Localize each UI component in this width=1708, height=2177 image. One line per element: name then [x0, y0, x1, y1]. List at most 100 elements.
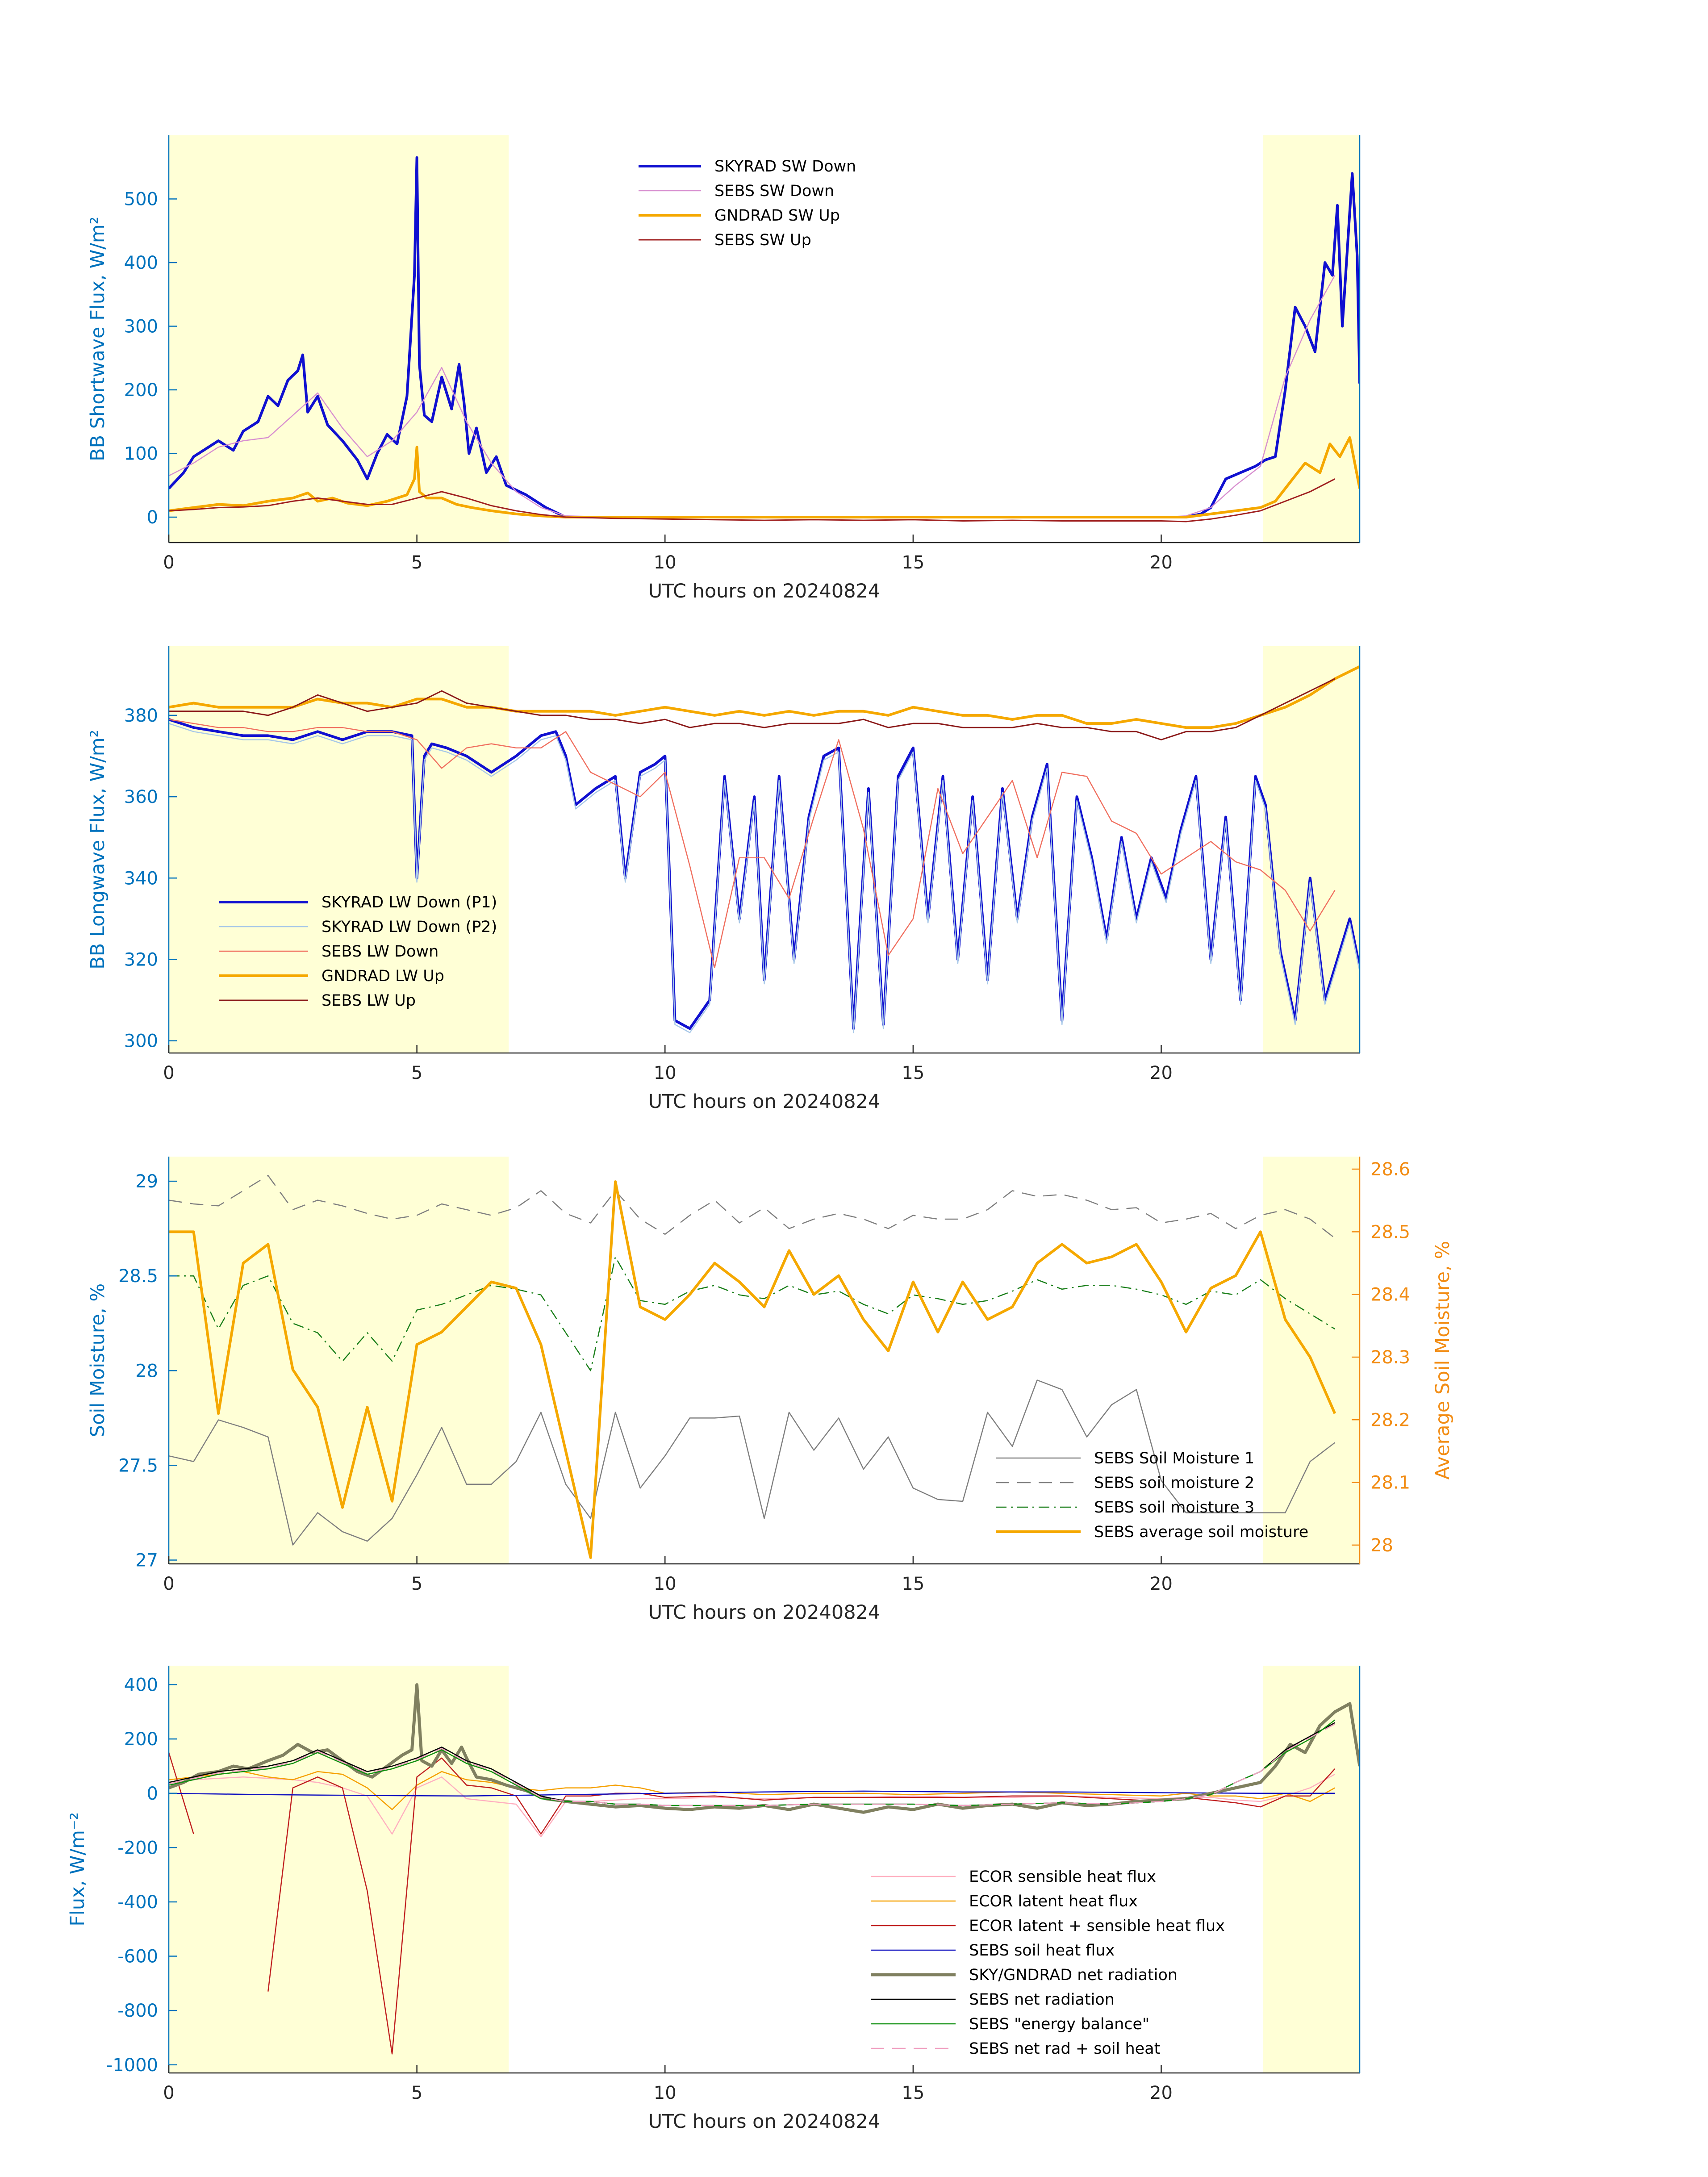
x-tick-label: 0 — [163, 1063, 174, 1083]
legend-entry: GNDRAD SW Up — [714, 207, 840, 225]
x-tick-label: 10 — [654, 1574, 677, 1594]
y-tick-label: -1000 — [106, 2055, 158, 2076]
legend-entry: SEBS LW Up — [322, 992, 416, 1010]
x-axis-label: UTC hours on 20240824 — [648, 580, 881, 602]
legend-entry: ECOR sensible heat flux — [969, 1868, 1156, 1886]
x-tick-label: 20 — [1150, 2083, 1173, 2103]
y-tick-label: 500 — [124, 189, 158, 210]
x-tick-label: 5 — [411, 1063, 422, 1083]
y-tick-label: 400 — [124, 253, 158, 273]
x-tick-label: 5 — [411, 2083, 422, 2103]
x-tick-label: 10 — [654, 1063, 677, 1083]
x-tick-label: 0 — [163, 1574, 174, 1594]
x-tick-label: 5 — [411, 1574, 422, 1594]
y-tick-label: 0 — [147, 507, 158, 528]
series-group — [169, 156, 1360, 522]
y-tick-label: -400 — [117, 1892, 158, 1913]
y-axis-label: Flux, W/m⁻² — [67, 1812, 89, 1926]
y-tick-label: 0 — [147, 1784, 158, 1804]
y-right-tick-label: 28.2 — [1370, 1410, 1410, 1430]
y-tick-label: -200 — [117, 1838, 158, 1858]
y-tick-label: 100 — [124, 444, 158, 464]
x-tick-label: 15 — [902, 1063, 924, 1083]
y-right-tick-label: 28.1 — [1370, 1473, 1410, 1493]
series-group — [169, 1683, 1360, 2055]
y-tick-label: 27.5 — [118, 1455, 158, 1476]
y-tick-label: 27 — [135, 1550, 158, 1571]
night-shading-band — [1263, 1666, 1360, 2073]
series-group — [169, 1175, 1336, 1559]
y-tick-label: 200 — [124, 380, 158, 401]
y-tick-label: -800 — [117, 2001, 158, 2021]
x-axis-label: UTC hours on 20240824 — [648, 2110, 881, 2133]
x-tick-label: 0 — [163, 2083, 174, 2103]
chart-panel-3: 0 5 10 15 20 27 27.5 28 28.5 29 28 28.1 28.2 28.3 28.4… — [87, 1157, 1454, 1624]
legend: SKYRAD LW Down (P1) SKYRAD LW Down (P2) SE… — [219, 894, 497, 1010]
legend-entry: SEBS soil moisture 2 — [1094, 1474, 1254, 1492]
night-shading-band — [169, 135, 509, 543]
y-tick-label: 300 — [124, 1031, 158, 1052]
x-tick-label: 0 — [163, 552, 174, 573]
series-line-4 — [169, 478, 1336, 522]
y-axis-label: BB Longwave Flux, W/m² — [87, 730, 109, 969]
x-tick-label: 10 — [654, 2083, 677, 2103]
legend-entry: SEBS LW Down — [322, 943, 438, 961]
x-tick-label: 20 — [1150, 552, 1173, 573]
legend-entry: ECOR latent heat flux — [969, 1893, 1138, 1910]
legend: SKYRAD SW Down SEBS SW Down GNDRAD SW Up SE… — [639, 158, 856, 249]
y-axis-label: BB Shortwave Flux, W/m² — [87, 217, 109, 461]
legend-entry: GNDRAD LW Up — [322, 967, 444, 985]
y-axis-right-label: Average Soil Moisture, % — [1432, 1241, 1454, 1480]
y-tick-label: 300 — [124, 317, 158, 337]
legend-entry: SKYRAD SW Down — [714, 158, 856, 175]
y-tick-label: -600 — [117, 1947, 158, 1967]
y-tick-label: 28 — [135, 1361, 158, 1381]
night-shading-band — [169, 1157, 509, 1564]
x-tick-label: 5 — [411, 552, 422, 573]
x-tick-label: 15 — [902, 2083, 924, 2103]
y-tick-label: 380 — [124, 706, 158, 726]
y-right-tick-label: 28.5 — [1370, 1222, 1410, 1242]
x-tick-label: 10 — [654, 552, 677, 573]
series-line-1 — [169, 156, 1360, 518]
chart-panel-2: 0 5 10 15 20 300 320 340 360 380 UTC hours on 2024… — [87, 646, 1361, 1113]
series-line-3 — [169, 436, 1360, 518]
legend-entry: SEBS SW Up — [714, 231, 811, 249]
y-tick-label: 400 — [124, 1675, 158, 1696]
legend-entry: SEBS average soil moisture — [1094, 1523, 1308, 1541]
x-tick-label: 20 — [1150, 1063, 1173, 1083]
chart-panel-4: 0 5 10 15 20 -1000 -800 -600 -400 -200 0 200 400 UTC … — [67, 1666, 1361, 2133]
y-right-tick-label: 28 — [1370, 1535, 1393, 1556]
night-shading-band — [1263, 646, 1360, 1053]
night-shading-band — [169, 1666, 509, 2073]
series-line-2 — [169, 1771, 1336, 1810]
y-tick-label: 320 — [124, 949, 158, 970]
y-tick-label: 28.5 — [118, 1266, 158, 1287]
series-line-4 — [169, 665, 1360, 729]
x-axis-label: UTC hours on 20240824 — [648, 1601, 881, 1624]
legend-entry: SKY/GNDRAD net radiation — [969, 1966, 1178, 1984]
series-line-8 — [169, 1723, 1336, 1806]
x-tick-label: 20 — [1150, 1574, 1173, 1594]
series-line-3 — [169, 1256, 1336, 1371]
legend-entry: SEBS "energy balance" — [969, 2015, 1149, 2033]
y-right-tick-label: 28.6 — [1370, 1159, 1410, 1180]
series-line-5 — [169, 678, 1336, 740]
x-tick-label: 15 — [902, 552, 924, 573]
y-tick-label: 200 — [124, 1729, 158, 1750]
legend-entry: SEBS soil heat flux — [969, 1942, 1115, 1960]
series-line-4 — [169, 1180, 1336, 1559]
series-line-4 — [169, 1790, 1335, 1797]
y-tick-label: 340 — [124, 868, 158, 889]
series-group — [169, 665, 1360, 1033]
series-line-5 — [169, 1683, 1360, 1814]
series-line-2 — [169, 723, 1360, 1033]
legend-entry: SEBS net rad + soil heat — [969, 2040, 1160, 2058]
legend: SEBS Soil Moisture 1 SEBS soil moisture 2… — [996, 1450, 1308, 1541]
night-shading-band — [169, 646, 509, 1053]
y-right-tick-label: 28.4 — [1370, 1285, 1410, 1305]
y-axis-label: Soil Moisture, % — [87, 1283, 109, 1437]
legend-entry: SKYRAD LW Down (P2) — [322, 918, 497, 936]
